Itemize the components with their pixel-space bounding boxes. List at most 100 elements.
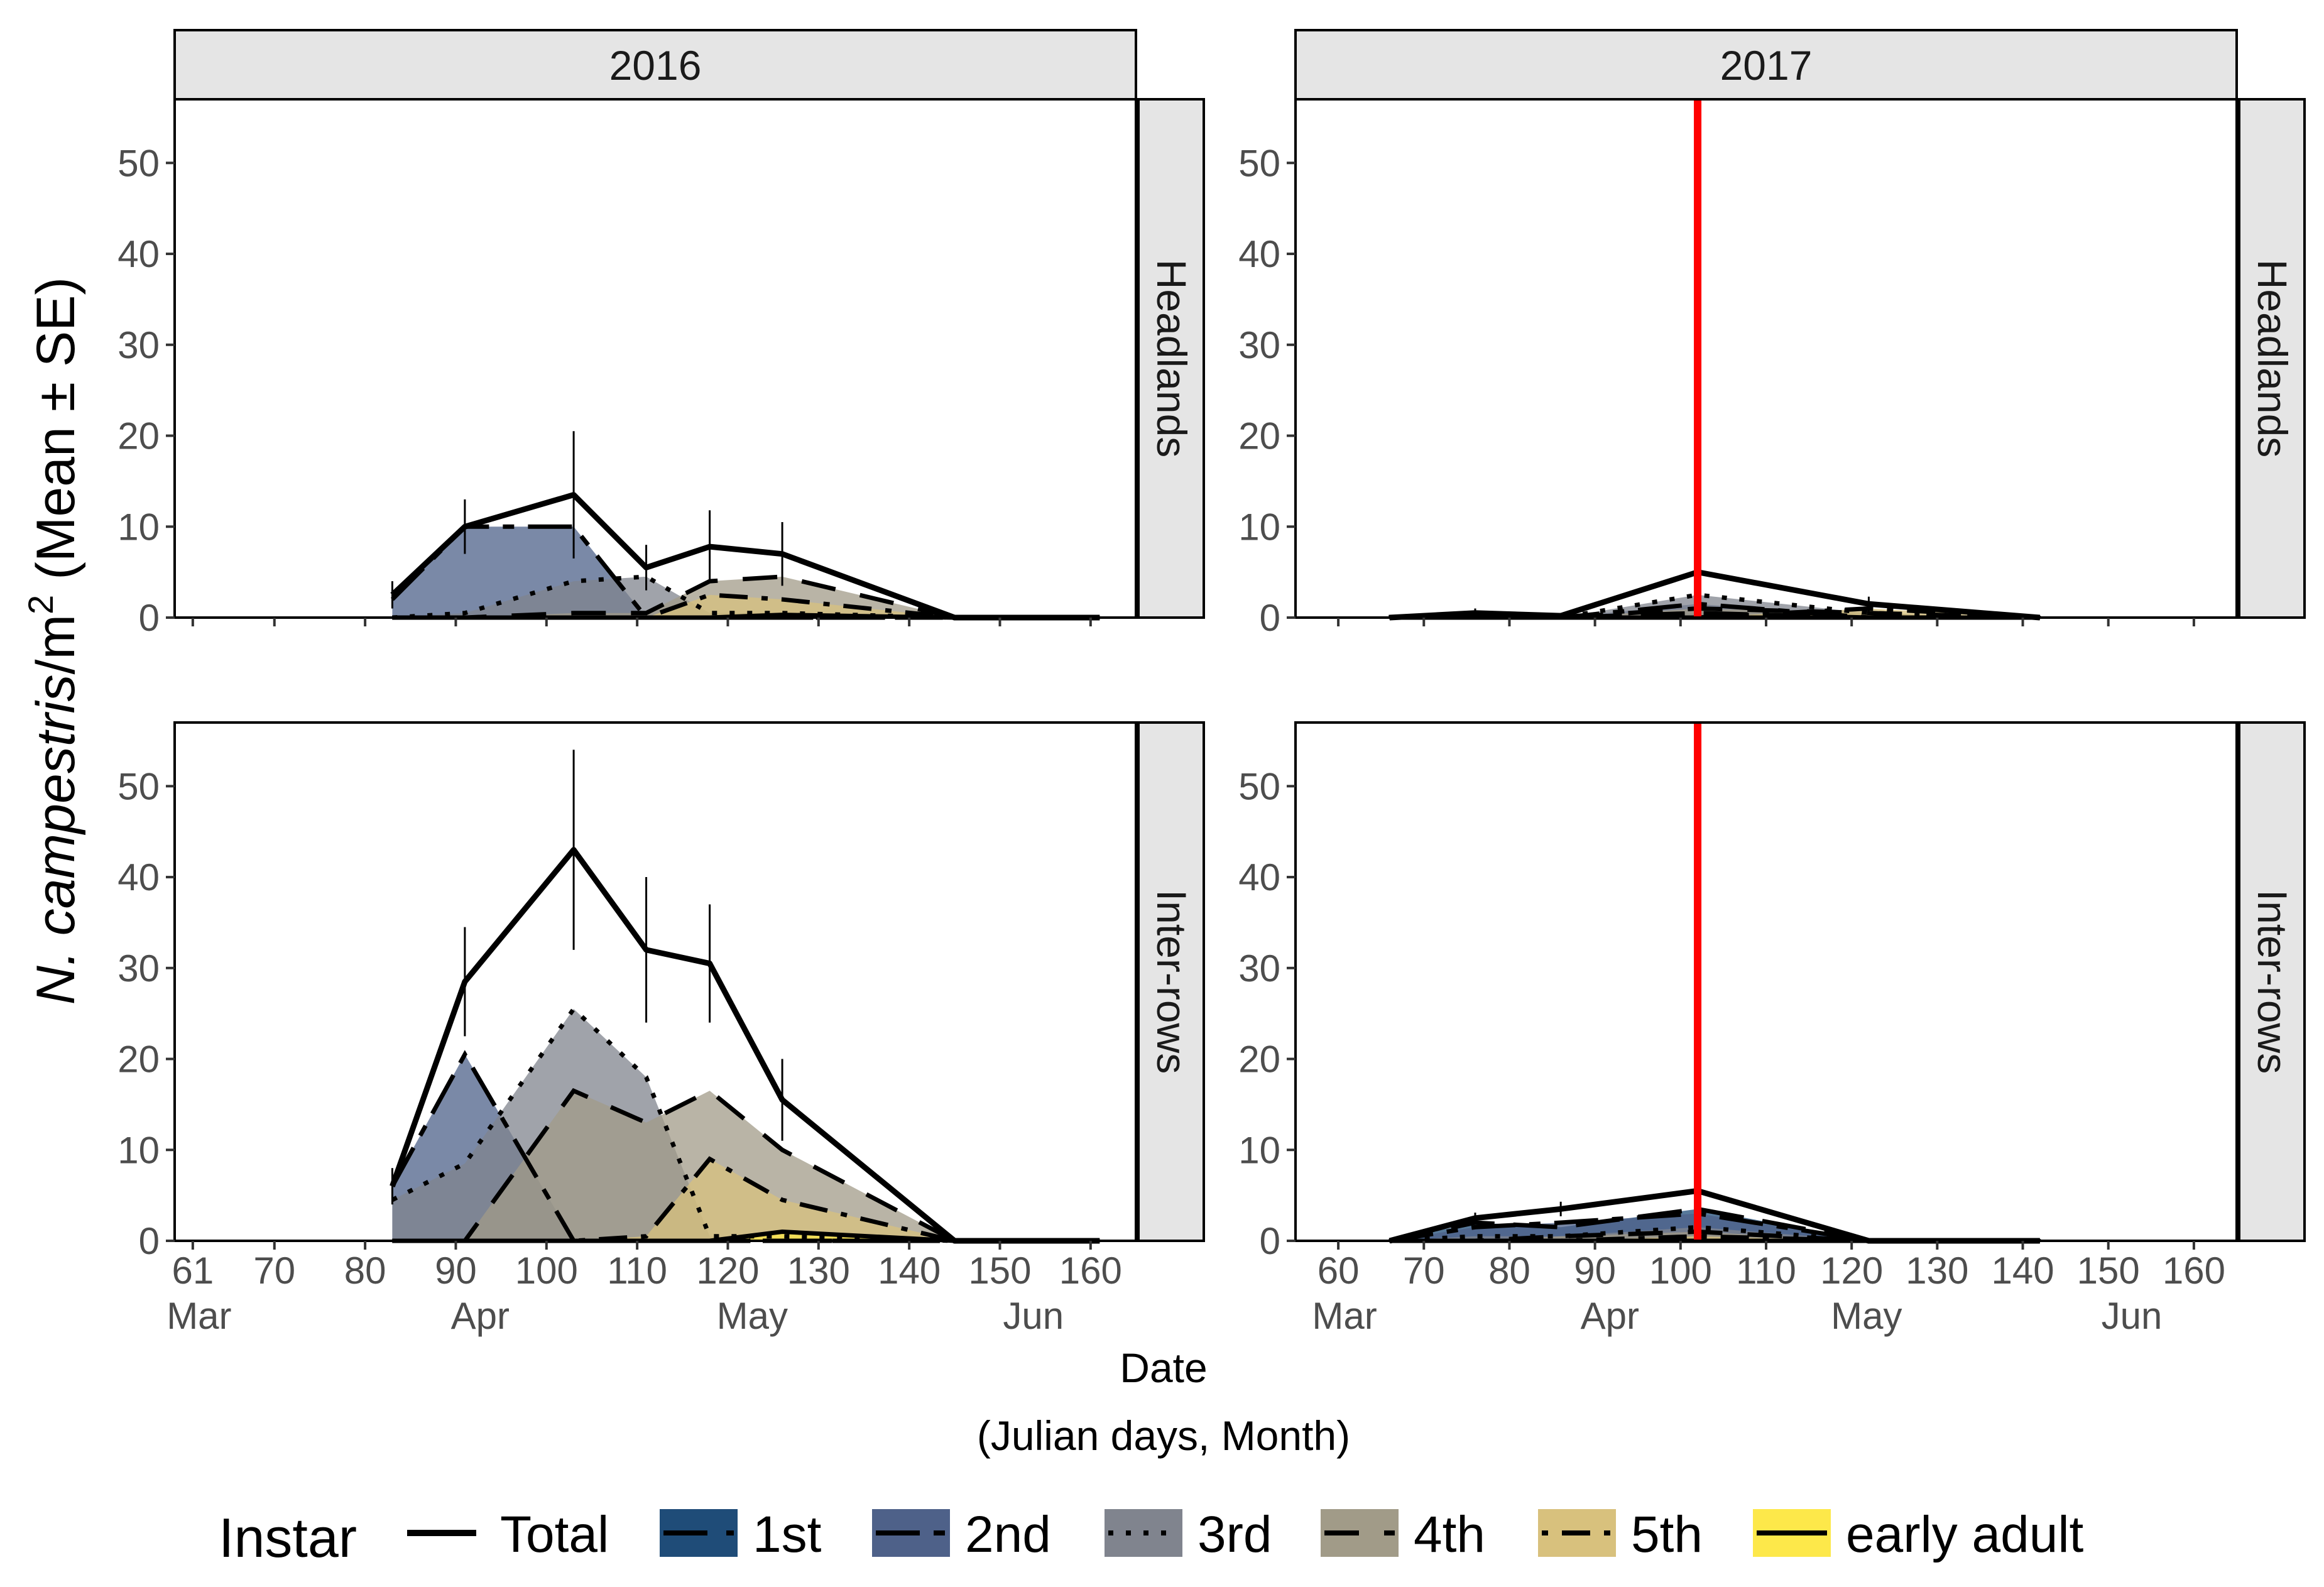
area-4th: [1389, 1231, 2040, 1241]
legend-title: Instar: [219, 1507, 357, 1569]
area-3rd: [1389, 594, 2040, 618]
habitat-strip-box: [2238, 98, 2306, 619]
legend-label: 4th: [1414, 1506, 1485, 1563]
y-tick-label: 30: [117, 324, 160, 366]
month-label: May: [1831, 1295, 1902, 1337]
x-tick-label: 150: [968, 1250, 1031, 1292]
y-tick-label: 10: [1238, 1129, 1280, 1171]
x-tick-label: 61: [172, 1250, 214, 1292]
month-label: Jun: [1003, 1295, 1064, 1337]
month-label: Apr: [1581, 1295, 1639, 1337]
line-4th: [392, 1088, 1100, 1243]
y-tick-label: 30: [117, 947, 160, 990]
legend-item-2nd: 2nd: [872, 1506, 1051, 1563]
legend-item-3rd: 3rd: [1105, 1506, 1272, 1563]
y-tick-label: 0: [139, 1220, 160, 1262]
habitat-strip-box: [2238, 721, 2306, 1242]
y-tick-label: 20: [1238, 415, 1280, 457]
x-tick-label: 70: [253, 1250, 295, 1292]
line-2nd: [390, 1050, 1100, 1243]
habitat-strip-label: Headlands: [2249, 259, 2296, 458]
x-tick-label: 110: [1736, 1250, 1796, 1292]
y-tick-label: 50: [1238, 765, 1280, 807]
y-axis: 0 10 20 30 40 50: [1238, 142, 1296, 639]
x-tick-label: 130: [787, 1250, 850, 1292]
y-tick-label: 20: [1238, 1039, 1280, 1081]
x-tick-label: 120: [1820, 1250, 1883, 1292]
y-axis: 0 10 20 30 40 50: [1238, 765, 1296, 1262]
habitat-strip-label: Inter-rows: [1148, 890, 1195, 1074]
legend: Instar Total 1st 2nd 3rd 4th 5th early adult: [219, 1506, 2084, 1569]
x-tick-label: 90: [435, 1250, 477, 1292]
year-strip-box: [173, 29, 1137, 101]
month-label: Jun: [2102, 1295, 2163, 1337]
x-tick-label: 160: [1059, 1250, 1122, 1292]
y-axis: 0 10 20 30 40 50: [117, 765, 175, 1262]
x-tick-label: 60: [1317, 1250, 1360, 1292]
x-axis: [191, 618, 1092, 626]
habitat-strip: Inter-rows: [2238, 721, 2306, 1242]
legend-item-5th: 5th: [1538, 1506, 1703, 1563]
year-strip: 2017: [1294, 29, 2238, 101]
panel-background: [1296, 723, 2237, 1241]
line-total: [390, 847, 1100, 1244]
legend-label: 1st: [753, 1506, 822, 1563]
month-label: May: [717, 1295, 788, 1337]
x-axis: [1337, 618, 2195, 626]
area-5th: [392, 594, 1100, 618]
panel-2017-inter-rows: 0 10 20 30 40 50 60 70 80 90 100 110 120 130 140 150 160…: [1238, 721, 2306, 1337]
y-tick-label: 20: [117, 1039, 160, 1081]
year-strip-label: 2016: [609, 42, 702, 89]
x-tick-label: 70: [1403, 1250, 1445, 1292]
y-tick-label: 10: [117, 506, 160, 548]
y-tick-label: 40: [117, 856, 160, 898]
habitat-strip-label: Inter-rows: [2249, 890, 2296, 1074]
legend-label: 5th: [1631, 1506, 1703, 1563]
panel-background: [175, 99, 1136, 618]
legend-label: early adult: [1846, 1506, 2084, 1563]
legend-item-total: Total: [407, 1506, 609, 1563]
legend-label: 2nd: [965, 1506, 1051, 1563]
y-tick-label: 40: [1238, 233, 1280, 275]
x-tick-label: 80: [344, 1250, 386, 1292]
x-tick-label: 140: [1991, 1250, 2054, 1292]
habitat-strip: Headlands: [1137, 98, 1205, 619]
panel-2017-headlands: 0 10 20 30 40 50 2017 Headlands: [1238, 29, 2306, 639]
y-tick-label: 0: [1260, 1220, 1280, 1262]
habitat-strip-box: [1137, 721, 1205, 1242]
x-tick-label: 140: [878, 1250, 941, 1292]
y-tick-label: 40: [1238, 856, 1280, 898]
x-axis: 61 70 80 90 100 110 120 130 140 150 160 Mar Apr May Ju…: [166, 1241, 1122, 1337]
area-3rd: [392, 576, 1100, 618]
x-tick-label: 120: [696, 1250, 759, 1292]
y-tick-label: 50: [117, 765, 160, 807]
y-tick-label: 30: [1238, 324, 1280, 366]
x-axis-title: Date: [1120, 1344, 1207, 1391]
y-tick-label: 30: [1238, 947, 1280, 990]
line-total: [1389, 569, 2041, 621]
habitat-strip-label: Headlands: [1148, 259, 1195, 458]
year-strip: 2016: [173, 29, 1137, 101]
line-total: [390, 492, 1100, 621]
area-4th: [392, 1091, 1100, 1241]
year-strip-box: [1294, 29, 2238, 101]
legend-label: 3rd: [1197, 1506, 1272, 1563]
y-tick-label: 40: [117, 233, 160, 275]
x-tick-label: 100: [515, 1250, 578, 1292]
panels: 0 10 20 30 40 50 2016 Headlands 0 10 20 30 40 50 2017 H…: [117, 29, 2306, 1337]
area-5th: [1389, 1236, 2040, 1241]
x-tick-label: 80: [1488, 1250, 1530, 1292]
x-tick-label: 150: [2077, 1250, 2140, 1292]
month-label: Mar: [1312, 1295, 1377, 1337]
y-tick-label: 10: [1238, 506, 1280, 548]
month-label: Apr: [451, 1295, 510, 1337]
habitat-strip: Headlands: [2238, 98, 2306, 619]
line-3rd: [1389, 1224, 2040, 1243]
panel-2016-inter-rows: 0 10 20 30 40 50 61 70 80 90 100 110 120 130 140 150 160…: [117, 721, 1205, 1337]
x-axis-subtitle: (Julian days, Month): [977, 1412, 1350, 1459]
y-tick-label: 20: [117, 415, 160, 457]
legend-item-4th: 4th: [1321, 1506, 1485, 1563]
y-tick-label: 50: [117, 142, 160, 184]
y-tick-label: 10: [117, 1129, 160, 1171]
y-tick-label: 0: [139, 597, 160, 639]
